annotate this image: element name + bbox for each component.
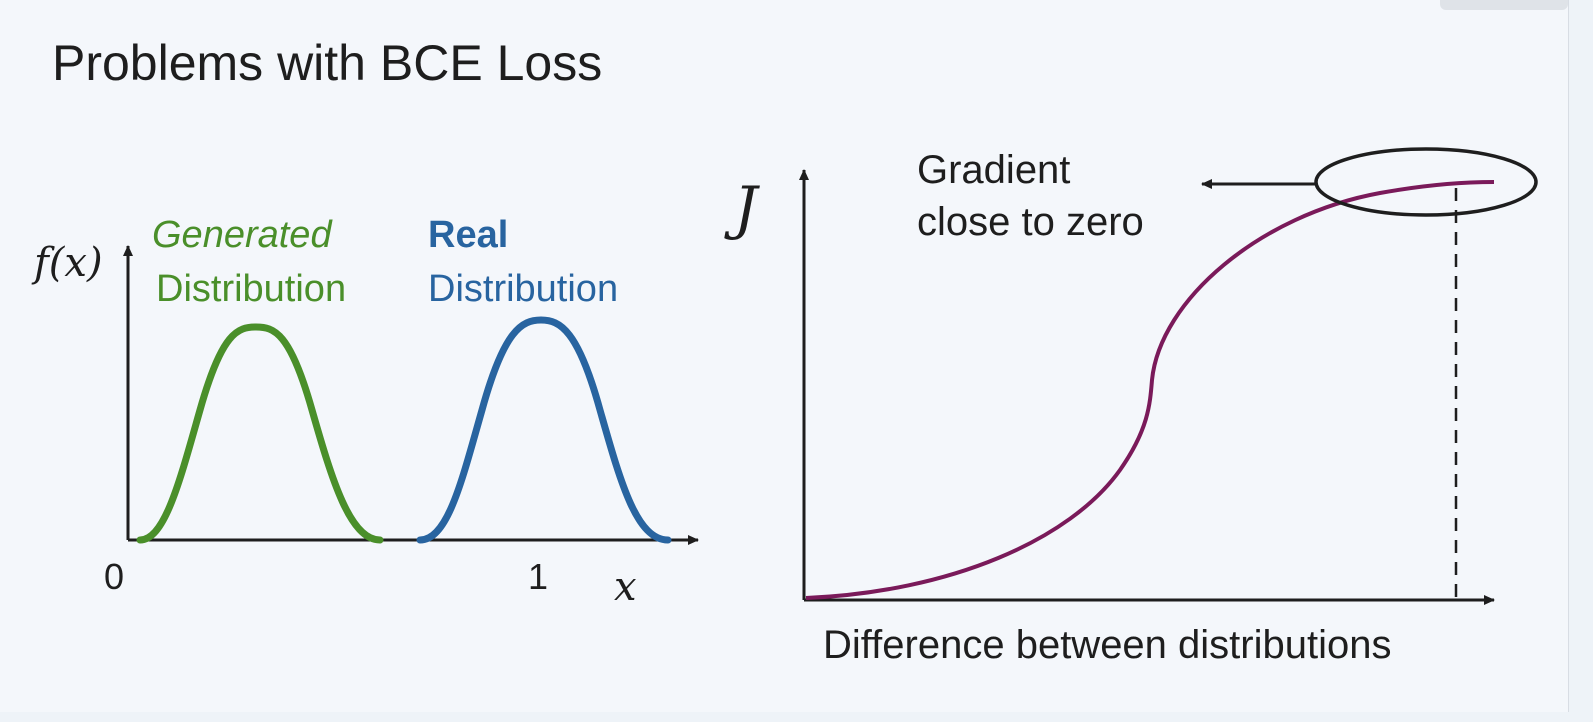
- generated-distribution-curve: [136, 323, 384, 544]
- left-x-axis-label: x: [614, 564, 637, 610]
- right-y-axis-label: J: [734, 174, 758, 242]
- gradient-annotation-line2: close to zero: [917, 200, 1144, 244]
- page-title: Problems with BCE Loss: [52, 35, 603, 91]
- left-x-tick-0: 0: [104, 556, 125, 597]
- generated-label-line2: Distribution: [156, 268, 347, 310]
- right-x-axis-label: Difference between distributions: [823, 623, 1392, 667]
- highlight-ellipse: [1314, 147, 1538, 217]
- gradient-annotation-line1: Gradient: [917, 148, 1071, 192]
- left-y-axis-label: f(x): [34, 240, 103, 286]
- left-x-tick-1: 1: [528, 556, 549, 597]
- real-label-line2: Distribution: [428, 268, 619, 310]
- generated-label-line1: Generated: [152, 214, 332, 256]
- window-tab: [1440, 0, 1568, 10]
- slide: [1568, 0, 1569, 712]
- real-label-line1: Real: [428, 214, 509, 256]
- real-distribution-curve: [416, 316, 672, 544]
- loss-curve: [805, 180, 1495, 600]
